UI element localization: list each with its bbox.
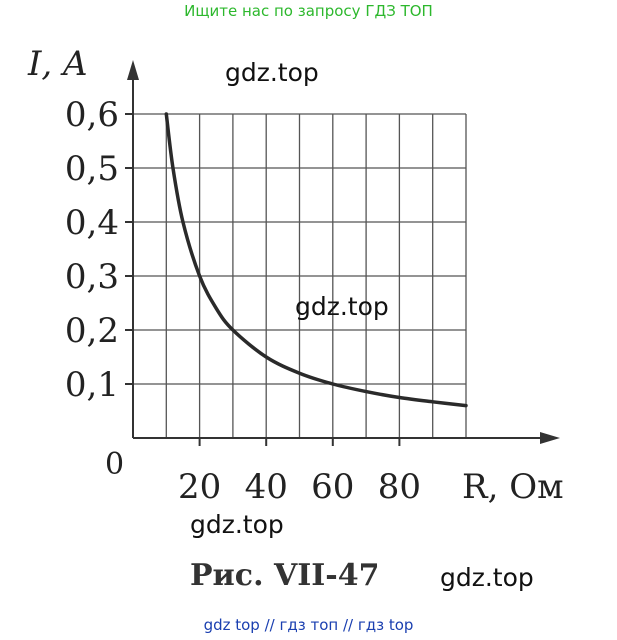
series-line bbox=[164, 112, 468, 408]
chart-grid bbox=[133, 113, 467, 438]
x-axis-label: R, Ом bbox=[462, 467, 564, 507]
y-tick-label: 0,3 bbox=[65, 257, 119, 297]
y-axis-arrow bbox=[127, 60, 139, 80]
figure-caption: Рис. VII-47 bbox=[190, 558, 380, 593]
x-axis-arrow bbox=[540, 432, 560, 444]
chart-axes: 20 40 60 80 0,1 0,2 0,3 0,4 0,5 0,6 bbox=[65, 60, 560, 507]
y-tick-label: 0,5 bbox=[65, 149, 119, 189]
chart: 20 40 60 80 0,1 0,2 0,3 0,4 0,5 0,6 I, A R, Ом 0 bbox=[27, 44, 564, 507]
y-tick-label: 0,6 bbox=[65, 95, 119, 135]
watermark: gdz.top bbox=[190, 510, 284, 539]
y-tick-label: 0,1 bbox=[65, 365, 119, 405]
x-tick-label: 80 bbox=[378, 467, 421, 507]
footer-links: gdz top // гдз топ // гдз top bbox=[203, 616, 414, 634]
x-tick-label: 20 bbox=[178, 467, 221, 507]
x-tick-label: 40 bbox=[245, 467, 288, 507]
watermark: gdz.top bbox=[225, 58, 319, 87]
y-tick-label: 0,2 bbox=[65, 311, 119, 351]
promo-banner: Ищите нас по запросу ГДЗ ТОП bbox=[184, 2, 433, 20]
y-tick-label: 0,4 bbox=[65, 203, 119, 243]
watermark: gdz.top bbox=[440, 563, 534, 592]
x-tick-label: 60 bbox=[311, 467, 354, 507]
chart-labels: I, A R, Ом 0 bbox=[27, 44, 564, 507]
watermark: gdz.top bbox=[295, 292, 389, 321]
origin-label: 0 bbox=[105, 447, 124, 482]
y-axis-label: I, A bbox=[27, 44, 88, 84]
chart-series bbox=[164, 112, 468, 408]
